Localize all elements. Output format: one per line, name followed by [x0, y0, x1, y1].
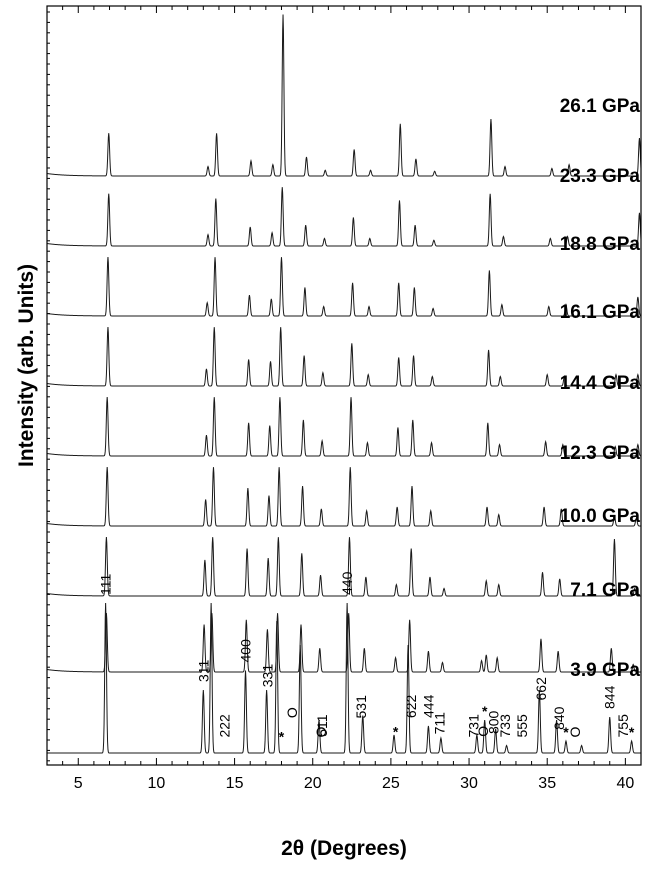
hkl-index-label: 711	[431, 712, 447, 735]
impurity-star-marker: *	[482, 703, 488, 719]
pressure-label: 12.3 GPa	[560, 443, 641, 464]
hkl-index-label: 731	[466, 714, 482, 738]
hkl-index-label: 111	[98, 574, 114, 595]
hkl-index-label: 400	[238, 639, 254, 663]
xrd-pattern-18-8-gpa	[47, 256, 641, 317]
pressure-labels: 3.9 GPa 7.1 GPa 10.0 GPa 12.3 GPa 14.4 GPa 16…	[560, 96, 641, 681]
xrd-pattern-3-9-gpa	[47, 602, 641, 754]
x-axis-tick-label: 10	[148, 775, 166, 792]
pressure-label: 26.1 GPa	[560, 96, 641, 117]
hkl-index-label: 840	[551, 706, 567, 730]
hkl-index-label: 755	[615, 714, 631, 738]
hkl-index-label: 440	[339, 571, 355, 595]
hkl-index-label: 511	[314, 714, 330, 737]
hkl-index-label: 331	[259, 664, 275, 688]
pattern-curves	[47, 14, 641, 754]
impurity-star-marker: *	[393, 723, 399, 739]
hkl-index-label: 800	[485, 710, 501, 734]
hkl-index-label: 531	[353, 695, 369, 719]
x-axis-tick-label: 5	[74, 775, 83, 792]
x-axis-tick-label: 30	[460, 775, 478, 792]
xrd-pattern-12-3-gpa	[47, 466, 641, 527]
x-axis-tick-label: 40	[616, 775, 634, 792]
hkl-index-label: 733	[497, 714, 513, 738]
y-axis-title: Intensity (arb. Units)	[15, 264, 38, 467]
x-axis-tick-label: 25	[382, 775, 400, 792]
impurity-star-marker: *	[629, 724, 635, 740]
x-axis-tick-label: 15	[226, 775, 244, 792]
hkl-index-label: 311	[195, 659, 211, 682]
orthorhombic-marker: O	[284, 707, 300, 718]
pressure-label: 7.1 GPa	[570, 580, 640, 601]
pressure-label: 18.8 GPa	[560, 234, 641, 255]
x-axis-title: 2θ (Degrees)	[281, 837, 407, 860]
hkl-index-label: 622	[403, 694, 419, 718]
pressure-label: 23.3 GPa	[560, 166, 641, 187]
orthorhombic-marker: O	[567, 727, 583, 738]
pressure-label: 14.4 GPa	[560, 373, 641, 394]
pressure-label: 3.9 GPa	[570, 660, 640, 681]
impurity-star-marker: *	[563, 724, 569, 740]
x-axis-ticks: 5 10 15 20 25 30 35 40	[46, 6, 642, 792]
xrd-pattern-23-3-gpa	[47, 187, 641, 247]
orthorhombic-marker: O	[313, 727, 329, 738]
xrd-pattern-10-0-gpa	[47, 536, 641, 597]
orthorhombic-marker: O	[475, 726, 491, 737]
hkl-index-label: 555	[514, 714, 530, 738]
xrd-pattern-16-1-gpa	[47, 326, 641, 387]
hkl-index-label: 222	[216, 714, 232, 738]
hkl-index-label: 444	[420, 694, 436, 718]
x-axis-tick-label: 20	[304, 775, 322, 792]
x-axis-tick-label: 35	[538, 775, 556, 792]
xrd-pattern-14-4-gpa	[47, 396, 641, 457]
xrd-pattern-26-1-gpa	[47, 14, 641, 177]
pressure-label: 16.1 GPa	[560, 302, 641, 323]
xrd-pattern-7-1-gpa	[47, 612, 641, 673]
hkl-index-label: 844	[602, 685, 618, 709]
impurity-star-marker: *	[279, 729, 285, 745]
pressure-label: 10.0 GPa	[560, 506, 641, 527]
hkl-index-label: 662	[533, 677, 549, 701]
